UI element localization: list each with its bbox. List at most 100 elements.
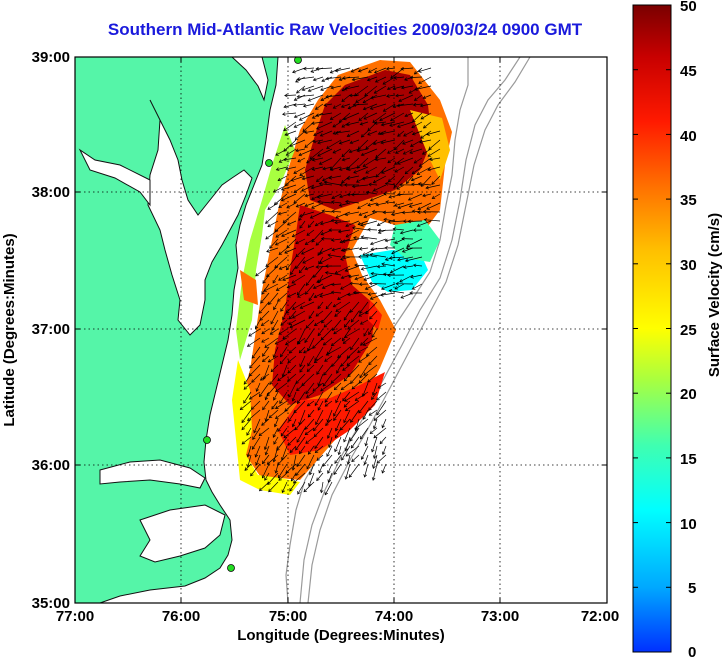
velocity-arrowhead [277,474,282,479]
plot-frame [74,56,608,604]
velocity-arrowhead [417,69,422,73]
velocity-vector [373,445,378,459]
velocity-arrowhead [403,265,407,269]
velocity-arrowhead [315,178,320,183]
velocity-vector [265,445,270,455]
velocity-vector [297,157,306,163]
velocity-arrowhead [371,334,375,338]
velocity-arrowhead [269,381,273,385]
velocity-arrowhead [351,184,356,189]
velocity-arrowhead [298,213,303,218]
velocity-arrowhead [305,325,310,329]
velocity-vector [297,94,315,98]
velocity-vector [295,130,306,141]
velocity-vector [380,139,396,144]
velocity-vector [423,121,432,129]
velocity-vector [335,211,351,219]
velocity-vector [334,382,342,390]
velocity-arrowhead [313,132,317,137]
velocity-arrowhead [341,98,345,102]
velocity-vector [283,103,297,108]
velocity-vector [379,436,387,444]
velocity-vector [244,463,252,471]
velocity-vector [357,202,369,209]
velocity-vector [280,319,288,326]
velocity-arrowhead [369,241,374,246]
velocity-vector [275,382,288,392]
velocity-arrowhead [359,122,364,126]
velocity-arrowhead [390,117,394,122]
velocity-arrowhead [427,167,431,172]
velocity-vector [424,219,441,222]
velocity-arrowhead [349,140,354,145]
velocity-vector [349,283,360,285]
velocity-vector [349,148,360,153]
velocity-vector [349,139,360,144]
velocity-vector [322,166,333,170]
velocity-vector [362,175,378,180]
velocity-arrowhead [314,445,318,450]
velocity-arrowhead [315,126,320,130]
velocity-vector [360,319,369,325]
velocity-arrowhead [311,115,316,119]
velocity-vector [402,139,414,145]
velocity-arrowhead [295,446,299,451]
velocity-arrowhead [409,75,414,80]
velocity-vector [327,409,333,423]
velocity-vector [385,183,396,186]
velocity-arrowhead [324,403,329,407]
velocity-arrowhead [289,143,293,148]
velocity-arrowhead [280,432,285,437]
velocity-arrowhead [282,277,286,281]
velocity-arrowhead [283,434,288,439]
velocity-vector [326,139,342,149]
velocity-vector [317,139,333,144]
velocity-arrowhead [411,131,416,136]
velocity-vector [339,202,351,206]
velocity-arrowhead [373,70,378,74]
velocity-vector [326,76,342,80]
velocity-vector [341,94,351,102]
velocity-arrowhead [352,226,356,230]
velocity-arrowhead [278,277,282,281]
velocity-vector [297,328,306,345]
y-tick-label: 37:00 [32,321,70,338]
velocity-vector [311,193,324,200]
velocity-vector [332,121,342,128]
velocity-vector [402,247,414,253]
velocity-vector [410,76,423,78]
velocity-vector [332,247,342,251]
velocity-vector [333,409,342,421]
velocity-arrowhead [372,188,377,192]
velocity-arrowhead [295,148,299,153]
velocity-arrowhead [353,170,357,174]
velocity-vector [353,237,369,240]
velocity-vector [363,103,378,110]
velocity-arrowhead [383,217,387,222]
velocity-vector [393,76,405,79]
velocity-vector [268,355,279,363]
velocity-vector [372,454,378,469]
velocity-vector [261,337,270,343]
velocity-arrowhead [304,266,309,271]
velocity-vector [304,130,315,133]
velocity-arrowhead [261,291,265,295]
velocity-arrowhead [278,266,283,270]
velocity-vector [401,85,414,89]
velocity-vector [383,103,396,112]
velocity-vector [378,229,396,231]
velocity-arrowhead [274,341,279,345]
velocity-arrowhead [277,211,282,216]
velocity-vector [304,427,315,435]
velocity-arrowhead [396,124,401,128]
velocity-arrowhead [317,153,321,157]
velocity-arrowhead [283,104,287,109]
velocity-vector [370,103,387,110]
velocity-vector [298,211,306,221]
velocity-arrowhead [362,252,366,256]
velocity-arrowhead [418,80,422,85]
velocity-arrowhead [325,76,330,81]
velocity-vector [297,481,306,495]
velocity-vector [274,193,288,205]
colorbar-tick-label: 25 [680,322,697,339]
